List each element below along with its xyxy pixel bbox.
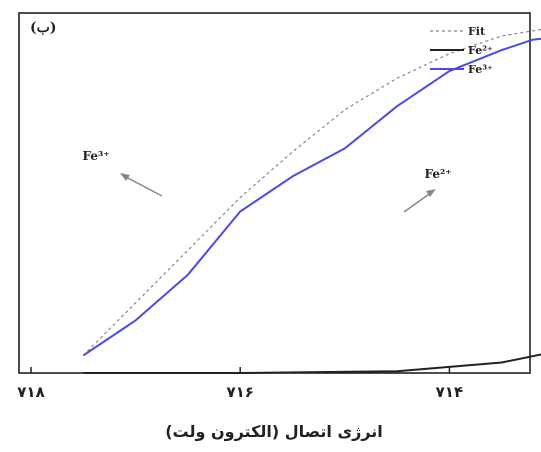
series-line bbox=[83, 353, 541, 374]
legend-label: Fe²⁺ bbox=[468, 44, 493, 57]
series-layer bbox=[82, 28, 541, 374]
x-ticks: ۷۱۸۷۱۶۷۱۴۷۱۲۷۱۰۷۰۸۷۰۶ bbox=[17, 367, 463, 401]
x-tick-label: ۷۱۶ bbox=[226, 383, 253, 401]
legend-label: Fit bbox=[468, 25, 486, 38]
legend: Fit Fe²⁺ Fe³⁺ bbox=[430, 25, 493, 76]
x-tick-label: ۷۱۴ bbox=[436, 383, 463, 401]
series-line bbox=[82, 28, 541, 356]
plot-frame bbox=[18, 12, 531, 374]
fe2-arrow-label: Fe²⁺ bbox=[424, 167, 451, 181]
fe3-arrowhead bbox=[120, 173, 130, 181]
fe3-arrow-label: Fe³⁺ bbox=[82, 149, 109, 163]
fe2-arrowhead bbox=[426, 189, 436, 197]
annotations-layer: ۷۱۲٫۶۸۷۱۰٫۰۲Fe³⁺Fe²⁺ bbox=[82, 149, 452, 213]
x-tick-label: ۷۱۸ bbox=[17, 383, 44, 401]
x-axis-label: انرژی اتصال (الکترون ولت) bbox=[165, 422, 383, 441]
fe3-arrow bbox=[123, 175, 163, 197]
fe2-arrow bbox=[403, 191, 433, 213]
legend-label: Fe³⁺ bbox=[468, 63, 493, 76]
panel-label: (ب) bbox=[30, 20, 56, 36]
series-line bbox=[82, 37, 541, 357]
